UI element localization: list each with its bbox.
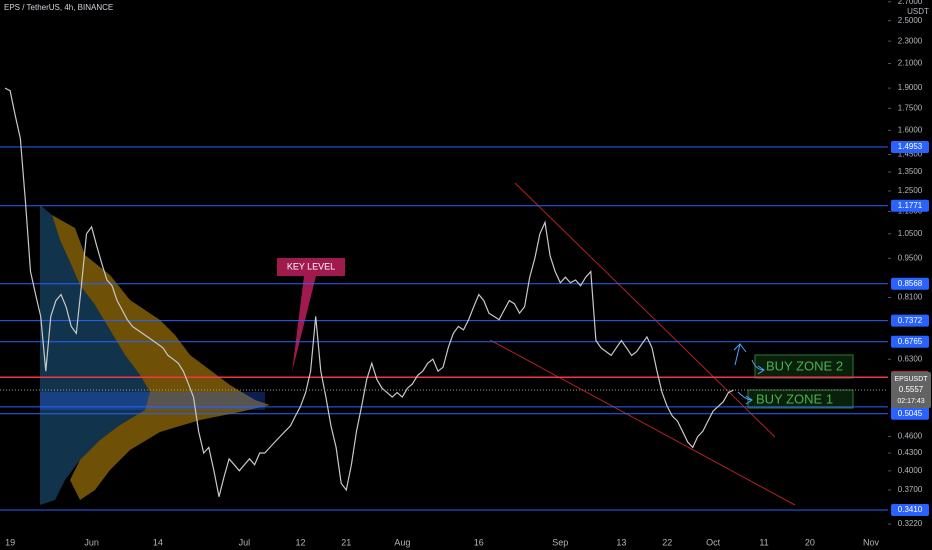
level-label: 0.8568 <box>898 279 923 288</box>
price-line <box>4 87 734 497</box>
buy-zone-label: BUY ZONE 2 <box>766 358 843 373</box>
trend-line <box>514 182 776 438</box>
level-tag <box>891 199 929 212</box>
price-axis <box>888 0 932 550</box>
buy-zone-label: BUY ZONE 1 <box>756 391 833 406</box>
y-tick-label: 1.2500 <box>898 186 923 195</box>
callout <box>277 258 345 372</box>
level-label: 1.4953 <box>898 142 923 151</box>
callout-text: KEY LEVEL <box>287 261 335 271</box>
axis-unit: USDT <box>907 7 929 16</box>
level-tag <box>891 140 929 153</box>
level-tag <box>891 504 929 517</box>
x-tick-label: Sep <box>552 537 568 547</box>
arrow <box>733 342 765 375</box>
arrow <box>737 391 753 405</box>
level-tag <box>891 314 929 327</box>
y-tick-label: 1.7500 <box>898 103 923 112</box>
y-tick-label: 1.4500 <box>898 150 923 159</box>
y-tick-label: 1.3500 <box>898 167 923 176</box>
level-label: 0.3410 <box>898 505 923 514</box>
y-tick-label: 2.3000 <box>898 36 923 45</box>
x-tick-label: 13 <box>616 537 626 547</box>
x-tick-label: 21 <box>341 537 351 547</box>
x-tick-label: 20 <box>805 537 815 547</box>
y-tick-label: 0.9500 <box>898 253 923 262</box>
level-label: 1.1771 <box>898 201 923 210</box>
x-tick-label: 19 <box>5 537 15 547</box>
y-tick-label: 0.4600 <box>898 432 923 441</box>
x-tick-label: Jun <box>84 537 99 547</box>
x-tick-label: 16 <box>474 537 484 547</box>
last-price-tag <box>891 372 931 409</box>
x-tick-label: 11 <box>759 537 768 547</box>
x-tick-label: 12 <box>295 537 305 547</box>
level-label: 0.5045 <box>898 409 923 418</box>
trend-line <box>489 339 796 506</box>
level-tag <box>891 277 929 290</box>
level-label: 0.6765 <box>898 337 923 346</box>
chart-title: EPS / TetherUS, 4h, BINANCE <box>4 3 113 12</box>
value-area-band <box>40 392 265 410</box>
y-tick-label: 0.3220 <box>898 519 923 528</box>
countdown-label: 02:17:43 <box>897 398 924 405</box>
level-tag <box>891 407 929 420</box>
y-tick-label: 2.1000 <box>898 59 923 68</box>
y-tick-label: 0.8100 <box>898 293 923 302</box>
drawings: KEY LEVEL BUY ZONE 2 BUY ZONE 1 <box>40 182 854 506</box>
y-tick-label: 0.4000 <box>898 466 923 475</box>
x-tick-label: Jul <box>239 537 251 547</box>
x-tick-label: 22 <box>662 537 672 547</box>
y-tick-label: 2.5000 <box>898 16 923 25</box>
symbol-label: EPSUSDT <box>894 376 928 383</box>
level-tag <box>891 335 929 348</box>
y-tick-label: 2.7000 <box>898 0 923 6</box>
y-tick-label: 0.6300 <box>898 354 923 363</box>
volume-profile-orange <box>52 215 270 500</box>
y-tick-label: 0.4300 <box>898 448 923 457</box>
x-tick-label: Nov <box>863 537 880 547</box>
buy-zone-box <box>754 354 854 379</box>
volume-profile-blue <box>40 205 150 505</box>
last-price-label: 0.5557 <box>899 385 924 394</box>
x-tick-label: Oct <box>706 537 721 547</box>
x-tick-label: Aug <box>394 537 410 547</box>
y-tick-label: 1.6000 <box>898 125 923 134</box>
y-tick-label: 1.0500 <box>898 229 923 238</box>
y-tick-label: 1.9000 <box>898 83 923 92</box>
y-tick-label: 0.3700 <box>898 485 923 494</box>
x-tick-label: 14 <box>153 537 163 547</box>
level-label: 0.7372 <box>898 316 923 325</box>
